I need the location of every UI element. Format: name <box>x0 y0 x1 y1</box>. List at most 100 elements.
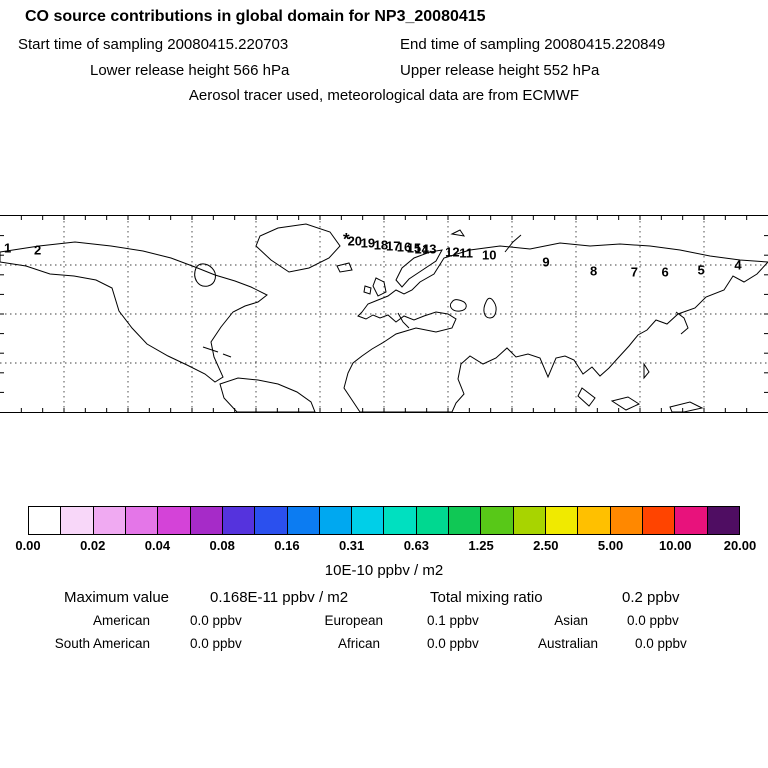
trajectory-point: 12 <box>445 244 460 260</box>
trajectory-point: 17 <box>385 238 401 254</box>
trajectory-point: 16 <box>396 239 412 255</box>
trajectory-point: 20 <box>347 233 363 249</box>
colorbar-tick-label: 0.31 <box>338 538 365 553</box>
hudson-bay <box>194 263 216 287</box>
colorbar-tick-label: 0.16 <box>274 538 300 553</box>
region-label-african: African <box>337 636 380 651</box>
tracer-info-text: Aerosol tracer used, meteorological data… <box>188 87 580 104</box>
colorbar-unit-label: 10E-10 ppbv / m2 <box>324 562 444 579</box>
colorbar-cell <box>221 507 255 534</box>
region-value-european: 0.1 ppbv <box>427 613 479 628</box>
colorbar-tick-label: 10.00 <box>658 538 692 553</box>
coastline-scandinavia <box>395 249 443 288</box>
colorbar-cell <box>318 507 352 534</box>
region-value-american: 0.0 ppbv <box>190 613 242 628</box>
colorbar-cell <box>29 507 61 534</box>
coastline-north-america <box>0 241 268 383</box>
colorbar-cell <box>577 507 610 534</box>
colorbar-tick-label: 5.00 <box>597 538 624 553</box>
colorbar-cell <box>92 507 125 534</box>
trajectory-point: 5 <box>697 262 705 278</box>
map-grid <box>0 216 768 412</box>
trajectory-point: 6 <box>661 264 669 280</box>
colorbar-cell <box>641 507 675 534</box>
upper-release-text: Upper release height 552 hPa <box>400 62 600 79</box>
map-canvas <box>0 216 768 412</box>
end-time-text: End time of sampling 20080415.220849 <box>400 36 666 53</box>
colorbar-tick-label: 0.00 <box>15 538 41 553</box>
colorbar-tick-label: 20.00 <box>723 538 757 553</box>
colorbar-cell <box>415 507 449 534</box>
release-point-marker: * <box>343 229 350 249</box>
trajectory-point: 10 <box>481 247 497 263</box>
new-guinea <box>669 401 704 412</box>
trajectory-point: 1 <box>4 240 12 256</box>
colorbar-tick-label: 0.63 <box>403 538 430 553</box>
colorbar-cell <box>674 507 707 534</box>
colorbar-cell <box>254 507 287 534</box>
region-label-australian: Australian <box>537 636 598 651</box>
colorbar-tick-label: 2.50 <box>533 538 559 553</box>
trajectory-point: 11 <box>459 245 474 261</box>
trajectory-point: 4 <box>734 257 742 273</box>
colorbar-cell <box>480 507 513 534</box>
trajectory-point: 13 <box>422 241 437 257</box>
trajectory-point: 7 <box>630 264 638 280</box>
coastline-italy <box>397 312 410 329</box>
world-map: 1 2 * 20 19 18 17 16 15 14 13 12 11 10 9 8 7 6 5 4 <box>0 215 768 413</box>
colorbar-cell <box>60 507 93 534</box>
region-label-european: European <box>324 613 383 628</box>
trajectory-point: 2 <box>34 242 42 258</box>
max-value-text: 0.168E-11 ppbv / m2 <box>210 589 349 606</box>
trajectory-point: 8 <box>590 263 598 279</box>
coastline-greenland <box>255 223 341 273</box>
colorbar-cell <box>706 507 739 534</box>
map-edge-ticks <box>0 216 768 412</box>
coastline-eurasia-africa <box>343 242 768 412</box>
colorbar-cell <box>609 507 642 534</box>
philippines <box>643 362 650 380</box>
coastline-britain <box>372 277 387 297</box>
total-mixing-label: Total mixing ratio <box>430 589 543 606</box>
lower-release-text: Lower release height 566 hPa <box>90 62 290 79</box>
coastline-south-america <box>219 377 316 412</box>
colorbar-cell <box>286 507 319 534</box>
trajectory-markers: 1 2 * 20 19 18 17 16 15 14 13 12 11 10 9 8 7 6 5 4 <box>0 216 768 412</box>
colorbar-cell <box>448 507 481 534</box>
cuba <box>202 346 219 353</box>
hispaniola <box>222 353 232 358</box>
trajectory-point: 14 <box>414 241 429 257</box>
colorbar-tick-labels: 0.00 0.02 0.04 0.08 0.16 0.31 0.63 1.25 2.50 5.00… <box>15 538 756 555</box>
borneo <box>610 396 641 411</box>
colorbar-tick-label: 0.08 <box>209 538 235 553</box>
novaya-zemlya <box>504 234 522 253</box>
black-sea <box>449 299 467 312</box>
coastline-iceland <box>336 262 353 273</box>
region-value-african: 0.0 ppbv <box>427 636 479 651</box>
start-time-text: Start time of sampling 20080415.220703 <box>18 36 289 53</box>
region-value-australian: 0.0 ppbv <box>635 636 687 651</box>
region-label-american: American <box>92 613 150 628</box>
colorbar-tick-label: 0.04 <box>144 538 171 553</box>
colorbar-cells <box>28 506 740 535</box>
sumatra <box>577 387 596 407</box>
colorbar: 0.00 0.02 0.04 0.08 0.16 0.31 0.63 1.25 2.50 5.00… <box>15 506 756 579</box>
coastline-japan <box>675 311 689 335</box>
region-label-asian: Asian <box>554 613 588 628</box>
colorbar-tick-label: 0.02 <box>80 538 106 553</box>
total-mixing-value: 0.2 ppbv <box>622 589 680 606</box>
trajectory-point: 18 <box>373 237 389 253</box>
coastline-ireland <box>363 285 372 295</box>
trajectory-point: 15 <box>406 240 422 256</box>
colorbar-cell <box>157 507 190 534</box>
region-value-south-american: 0.0 ppbv <box>190 636 242 651</box>
coastlines <box>0 223 768 412</box>
colorbar-cell <box>383 507 416 534</box>
colorbar-cell <box>189 507 222 534</box>
trajectory-point: 19 <box>360 235 376 251</box>
caspian-sea <box>483 297 497 319</box>
region-value-asian: 0.0 ppbv <box>627 613 679 628</box>
max-value-label: Maximum value <box>64 589 170 606</box>
colorbar-cell <box>124 507 158 534</box>
